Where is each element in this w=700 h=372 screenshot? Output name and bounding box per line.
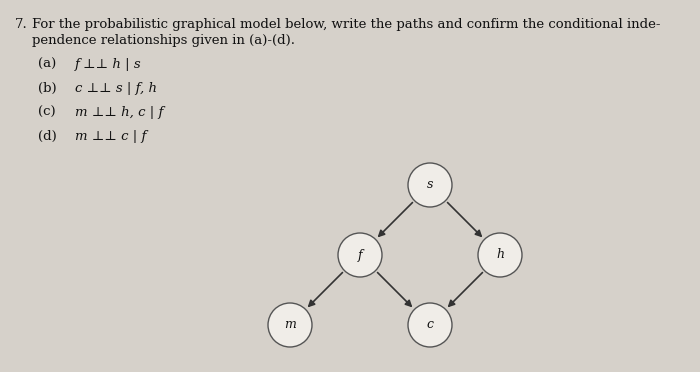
Circle shape [408,163,452,207]
Text: (d): (d) [38,130,57,143]
Circle shape [408,303,452,347]
Text: (a): (a) [38,58,56,71]
Text: pendence relationships given in (a)-(d).: pendence relationships given in (a)-(d). [32,34,295,47]
Text: (b): (b) [38,82,57,95]
Text: For the probabilistic graphical model below, write the paths and confirm the con: For the probabilistic graphical model be… [32,18,661,31]
Text: 7.: 7. [15,18,28,31]
Text: m ⊥⊥ c | f: m ⊥⊥ c | f [75,130,146,143]
Circle shape [268,303,312,347]
Text: f: f [358,248,363,262]
Text: c: c [426,318,433,331]
Text: h: h [496,248,504,262]
Circle shape [338,233,382,277]
Circle shape [478,233,522,277]
Text: m ⊥⊥ h, c | f: m ⊥⊥ h, c | f [75,106,163,119]
Text: (c): (c) [38,106,55,119]
Text: s: s [427,179,433,192]
Text: m: m [284,318,296,331]
Text: c ⊥⊥ s | f, h: c ⊥⊥ s | f, h [75,82,157,95]
Text: f ⊥⊥ h | s: f ⊥⊥ h | s [75,58,141,71]
